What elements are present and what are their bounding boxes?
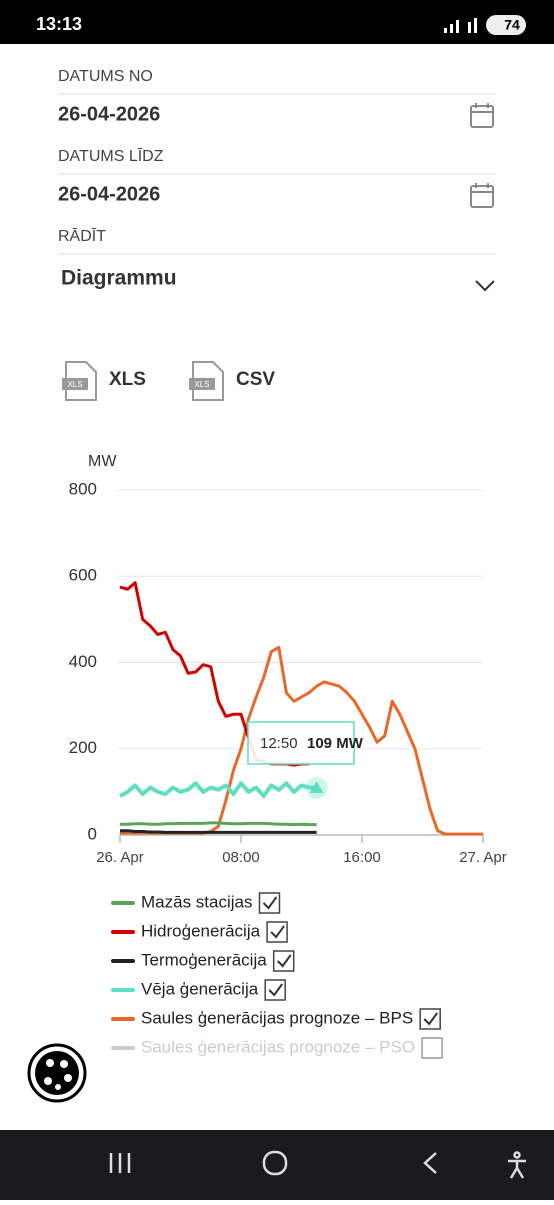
back[interactable] [423, 1152, 437, 1174]
x-tick-label: 08:00 [222, 849, 260, 866]
legend-label: Termoģenerācija [141, 950, 267, 969]
x-tick-label: 26. Apr [96, 849, 144, 866]
status-bar [0, 0, 554, 44]
legend-label: Vēja ģenerācija [141, 979, 259, 998]
hover-marker [309, 780, 324, 793]
battery [486, 15, 526, 35]
file-type: XLS [67, 380, 82, 389]
field-label: DATUMS LĪDZ [58, 147, 164, 165]
legend-item[interactable]: Saules ģenerācijas prognoze – BPS [111, 1008, 441, 1030]
download-link[interactable]: XLS [109, 369, 146, 390]
tooltip [247, 721, 355, 765]
battery-level: 74 [504, 17, 520, 33]
y-tick-label: 0 [88, 824, 97, 843]
y-tick-label: 800 [69, 479, 97, 498]
accessibility-button[interactable] [27, 1043, 87, 1103]
show-select[interactable]: Diagrammu [61, 267, 177, 290]
y-axis-label: MW [88, 453, 117, 470]
legend-item[interactable]: Saules ģenerācijas prognoze – PSO [111, 1037, 443, 1059]
date-to[interactable]: 26-04-2026 [58, 183, 160, 205]
legend-item[interactable]: Termoģenerācija [111, 950, 295, 972]
date-from[interactable]: 26-04-2026 [58, 103, 160, 125]
legend-checkbox[interactable] [266, 921, 288, 943]
plot: 0 200 400 600 800 26. Apr 08:00 16:00 27. Apr 12:… [69, 479, 507, 865]
checkmark [423, 1012, 438, 1026]
legend-item[interactable]: Mazās stacijas [111, 892, 281, 914]
legend-checkbox[interactable] [264, 979, 286, 1001]
legend-label: Saules ģenerācijas prognoze – BPS [141, 1008, 413, 1027]
legend-label: Mazās stacijas [141, 892, 252, 911]
legend-checkbox[interactable] [272, 950, 295, 972]
signal [444, 18, 477, 33]
series-line [119, 781, 317, 799]
legend-checkbox[interactable] [419, 1008, 441, 1030]
field-label: DATUMS NO [58, 68, 153, 85]
calendar-icon[interactable] [470, 183, 494, 208]
legend-item[interactable]: Hidroģenerācija [111, 921, 288, 943]
tooltip-time: 12:50 [260, 735, 298, 752]
nav-bar [0, 1130, 554, 1200]
tooltip-value: 109 MW [307, 735, 364, 752]
x-tick-label: 27. Apr [459, 849, 507, 866]
file-icon[interactable]: XLS [62, 361, 97, 401]
y-tick-label: 400 [69, 652, 97, 671]
checkmark [276, 954, 292, 968]
x-tick-label: 16:00 [343, 849, 381, 866]
y-tick-label: 200 [69, 738, 97, 757]
accessibility[interactable] [508, 1151, 526, 1179]
checkmark [268, 983, 284, 997]
series-line [120, 821, 317, 827]
field-label: RĀDĪT [58, 227, 106, 245]
legend-label: Hidroģenerācija [141, 921, 261, 940]
legend-item[interactable]: Vēja ģenerācija [111, 979, 286, 1001]
download-link[interactable]: CSV [236, 369, 275, 390]
file-icon[interactable]: XLS [189, 361, 224, 401]
checkmark [270, 925, 285, 939]
y-tick-label: 600 [69, 566, 97, 585]
chevron[interactable] [475, 280, 495, 292]
home[interactable] [262, 1150, 288, 1176]
checkmark [262, 896, 278, 910]
series-line [120, 829, 317, 834]
legend-checkbox[interactable] [258, 892, 281, 914]
calendar-icon[interactable] [470, 103, 494, 128]
legend-checkbox[interactable] [421, 1037, 443, 1059]
file-type: XLS [194, 380, 209, 389]
recent-apps[interactable] [109, 1153, 131, 1173]
legend-label: Saules ģenerācijas prognoze – PSO [141, 1037, 415, 1056]
clock: 13:13 [36, 14, 82, 34]
